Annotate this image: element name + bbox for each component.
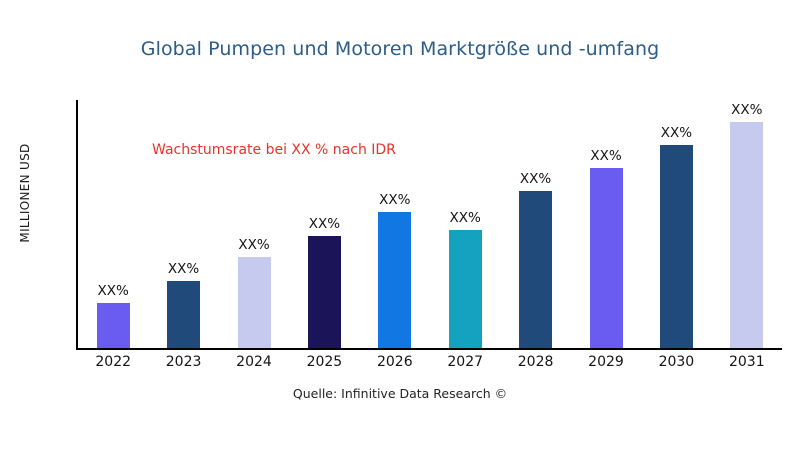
bar[interactable]	[167, 281, 201, 348]
bar[interactable]	[659, 145, 693, 348]
x-tick-label-2025: 2025	[306, 354, 343, 370]
bar[interactable]	[307, 236, 341, 348]
bar-group[interactable]: XX%	[167, 100, 201, 348]
bar[interactable]	[448, 230, 482, 348]
x-axis-line	[76, 348, 782, 350]
bar[interactable]	[519, 191, 553, 348]
bar[interactable]	[237, 257, 271, 348]
chart-source: Quelle: Infinitive Data Research ©	[292, 386, 508, 401]
bar[interactable]	[589, 168, 623, 348]
bar-group[interactable]: XX%	[96, 100, 130, 348]
bar[interactable]	[730, 122, 764, 348]
bar-value-label: XX%	[308, 216, 341, 232]
bar[interactable]	[378, 212, 412, 348]
x-tick-label-2024: 2024	[236, 354, 272, 370]
bar-value-label: XX%	[167, 261, 200, 277]
bar-value-label: XX%	[97, 283, 129, 299]
y-axis-label: MILLIONEN USD	[18, 143, 32, 243]
bar-value-label: XX%	[379, 192, 411, 208]
bar-group[interactable]: XX%	[519, 100, 553, 348]
x-tick-label-2022: 2022	[95, 354, 132, 370]
x-tick-label-2027: 2027	[447, 354, 484, 370]
x-tick-label-2026: 2026	[376, 354, 413, 370]
x-tick-label-2029: 2029	[588, 354, 624, 370]
bar-group[interactable]: XX%	[307, 100, 341, 348]
bar-group[interactable]: XX%	[589, 100, 623, 348]
bar[interactable]	[96, 303, 130, 348]
bar-group[interactable]: XX%	[237, 100, 271, 348]
y-axis-line	[76, 100, 78, 349]
bar-group[interactable]: XX%	[659, 100, 693, 348]
bar-value-label: XX%	[590, 148, 622, 164]
y-axis-label-container: MILLIONEN USD	[14, 98, 36, 288]
bar-group[interactable]: XX%	[378, 100, 412, 348]
bar-group[interactable]: XX%	[730, 100, 764, 348]
bar-value-label: XX%	[449, 210, 481, 226]
x-tick-label-2023: 2023	[165, 354, 202, 370]
growth-rate-annotation: Wachstumsrate bei XX % nach IDR	[152, 142, 396, 158]
bar-value-label: XX%	[660, 125, 693, 141]
bar-value-label: XX%	[731, 102, 763, 118]
x-tick-label-2028: 2028	[517, 354, 554, 370]
plot-area: XX% XX% XX% XX% XX% XX% XX% XX% XX% XX%	[78, 100, 782, 348]
bar-value-label: XX%	[238, 237, 270, 253]
x-tick-label-2030: 2030	[658, 354, 695, 370]
x-tick-label-2031: 2031	[728, 354, 765, 370]
chart-title: Global Pumpen und Motoren Marktgröße und…	[140, 38, 660, 60]
bar-group[interactable]: XX%	[448, 100, 482, 348]
bar-value-label: XX%	[519, 171, 552, 187]
